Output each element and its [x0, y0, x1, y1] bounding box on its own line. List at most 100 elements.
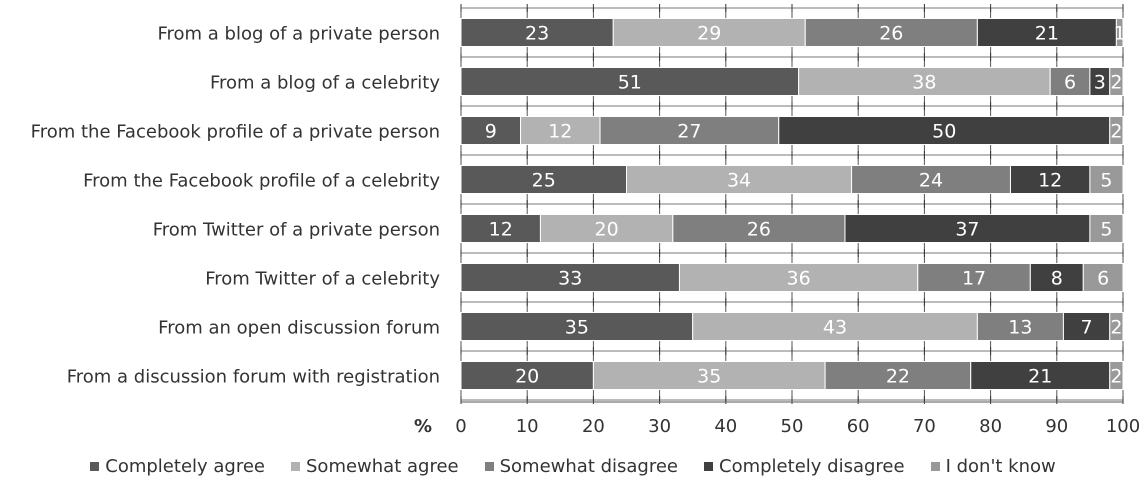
- grid-lines: [460, 4, 1124, 404]
- data-label: 34: [727, 170, 751, 192]
- bar-segment: [1049, 67, 1091, 96]
- data-label: 38: [912, 72, 936, 94]
- bar-segment: [1109, 116, 1124, 145]
- legend-swatch: [90, 462, 100, 471]
- legend-label: Somewhat agree: [306, 456, 459, 477]
- bars: 23 29 26 21 151 38 6 3 29 12 27 50 225 34 24 12 512 20 26 3…: [460, 18, 1126, 390]
- bar-segment: [851, 165, 1011, 194]
- bar-segment: [798, 67, 1051, 96]
- x-tick-label: 50: [781, 416, 804, 437]
- data-label: 8: [1051, 268, 1063, 290]
- legend-swatch: [704, 462, 714, 471]
- bar-segment: [1089, 165, 1124, 194]
- data-label: 43: [823, 317, 847, 339]
- x-tick-label: 70: [913, 416, 936, 437]
- bar-segment: [1115, 18, 1124, 47]
- data-label: 35: [697, 366, 721, 388]
- data-label: 7: [1081, 317, 1093, 339]
- x-tick-label: 40: [714, 416, 737, 437]
- data-label: 24: [919, 170, 943, 192]
- legend-swatch: [484, 462, 494, 471]
- x-tick-label: 90: [1045, 416, 1068, 437]
- data-label: 20: [595, 219, 619, 241]
- data-label: 22: [886, 366, 910, 388]
- x-tick-label: 80: [979, 416, 1002, 437]
- data-label: 26: [747, 219, 771, 241]
- bar-segment: [1109, 312, 1124, 341]
- data-label: 12: [548, 121, 572, 143]
- x-tick-label: 100: [1106, 416, 1140, 437]
- legend-swatch: [930, 462, 940, 471]
- legend-label: Somewhat disagree: [499, 456, 679, 477]
- data-label: 37: [955, 219, 979, 241]
- data-label: 6: [1097, 268, 1109, 290]
- bar-segment: [1062, 312, 1111, 341]
- data-label: 29: [697, 23, 721, 45]
- legend-item: Completely disagree: [704, 456, 905, 477]
- bar-segment: [1109, 67, 1124, 96]
- x-tick-label: 30: [648, 416, 671, 437]
- bar-segment: [1009, 165, 1091, 194]
- bar-segment: [460, 312, 694, 341]
- data-label: 6: [1064, 72, 1076, 94]
- category-label: From an open discussion forum: [158, 318, 440, 339]
- legend-label: Completely disagree: [719, 456, 905, 477]
- bar-segment: [460, 67, 800, 96]
- category-label: From a blog of a private person: [157, 24, 440, 45]
- bar-segment: [460, 165, 627, 194]
- data-label: 3: [1094, 72, 1106, 94]
- data-label: 25: [532, 170, 556, 192]
- data-label: 2: [1110, 317, 1122, 339]
- bar-segment: [678, 263, 919, 292]
- x-tick-label: 60: [847, 416, 870, 437]
- legend-item: Somewhat disagree: [484, 456, 679, 477]
- bar-segment: [1082, 263, 1124, 292]
- legend-label: Completely agree: [105, 456, 265, 477]
- data-label: 21: [1035, 23, 1059, 45]
- legend-item: Completely agree: [90, 456, 265, 477]
- x-axis: 0 10 20 30 40 50 60 70 80 90 100%: [414, 401, 1140, 437]
- data-label: 13: [1008, 317, 1032, 339]
- legend: Completely agree Somewhat agree Somewhat d…: [0, 456, 1146, 477]
- data-label: 2: [1110, 72, 1122, 94]
- bar-segment: [1109, 361, 1124, 390]
- data-label: 33: [558, 268, 582, 290]
- bar-segment: [1029, 263, 1084, 292]
- data-label: 2: [1110, 366, 1122, 388]
- bar-segment: [539, 214, 674, 243]
- category-label: From Twitter of a celebrity: [205, 269, 440, 290]
- category-labels: From a blog of a private person From a bl…: [31, 24, 441, 388]
- data-label: 17: [962, 268, 986, 290]
- data-label: 12: [489, 219, 513, 241]
- bar-segment: [917, 263, 1031, 292]
- data-label: 26: [879, 23, 903, 45]
- bar-segment: [612, 18, 806, 47]
- data-label: 9: [485, 121, 497, 143]
- category-label: From a blog of a celebrity: [210, 73, 440, 94]
- data-label: 5: [1100, 219, 1112, 241]
- legend-swatch: [291, 462, 300, 471]
- data-label: 1: [1114, 23, 1126, 45]
- bar-segment: [460, 116, 522, 145]
- data-label: 20: [515, 366, 539, 388]
- bar-segment: [460, 214, 541, 243]
- data-label: 35: [565, 317, 589, 339]
- data-label: 50: [932, 121, 956, 143]
- bar-segment: [599, 116, 780, 145]
- bar-segment: [1089, 214, 1124, 243]
- bar-segment: [460, 361, 594, 390]
- category-label: From Twitter of a private person: [153, 220, 440, 241]
- data-label: 23: [525, 23, 549, 45]
- data-label: 2: [1110, 121, 1122, 143]
- bar-segment: [626, 165, 853, 194]
- category-label: From the Facebook profile of a private p…: [31, 122, 440, 143]
- x-axis-label: %: [414, 416, 432, 437]
- data-label: 36: [787, 268, 811, 290]
- category-label: From the Facebook profile of a celebrity: [83, 171, 440, 192]
- x-tick-label: 20: [582, 416, 605, 437]
- x-tick-label: 10: [516, 416, 539, 437]
- legend-item: I don't know: [930, 456, 1056, 477]
- data-label: 21: [1028, 366, 1052, 388]
- legend-label: I don't know: [945, 456, 1056, 477]
- legend-item: Somewhat agree: [291, 456, 459, 477]
